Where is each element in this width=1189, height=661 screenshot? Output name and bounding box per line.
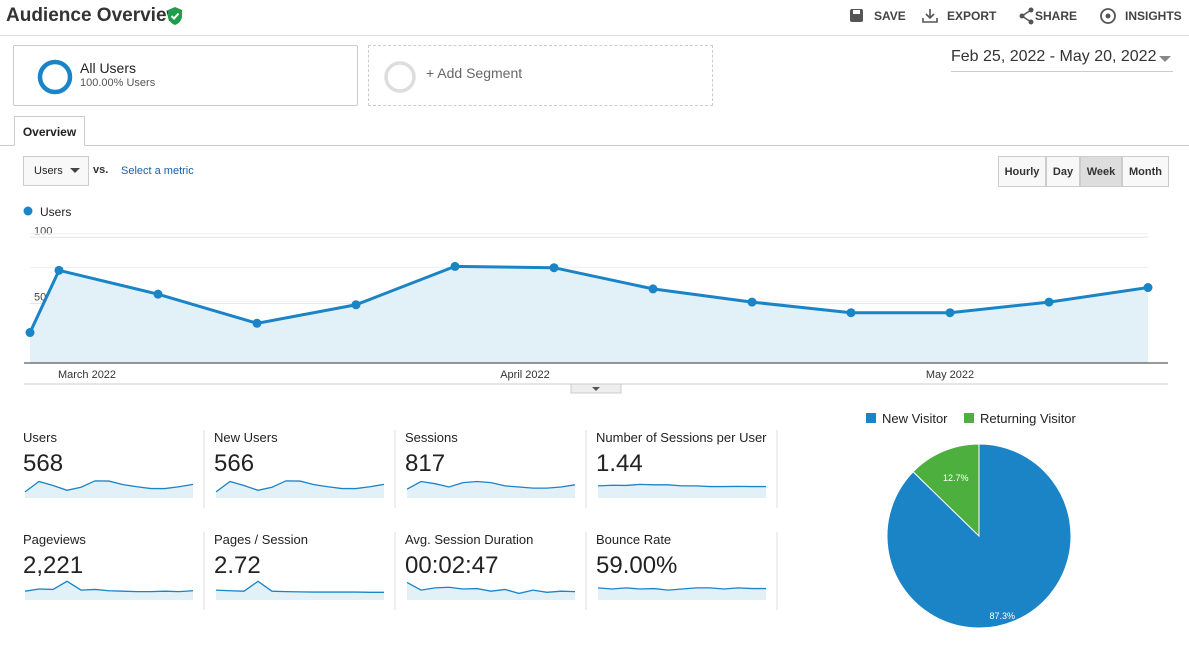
dropdown-caret	[70, 168, 80, 173]
metric-label: Sessions	[405, 430, 458, 445]
legend-label: Returning Visitor	[980, 411, 1077, 426]
sparkline-area	[407, 481, 575, 498]
slice-label: 12.7%	[943, 473, 969, 483]
period-button[interactable]: Week	[1080, 156, 1122, 187]
data-point	[846, 308, 856, 318]
sparkline	[597, 587, 766, 591]
date-caret	[1159, 56, 1171, 62]
metric-value: 2.72	[214, 552, 261, 579]
action-icons	[850, 7, 1116, 25]
sparkline	[597, 483, 766, 488]
sparkline-area	[598, 587, 766, 600]
metric-label: Users	[23, 430, 57, 445]
metric-value: 568	[23, 450, 64, 477]
y-tick-label: 50	[34, 291, 46, 303]
metric-value: 00:02:47	[405, 552, 499, 579]
sparkline-area	[216, 480, 384, 498]
sparkline-area	[598, 484, 766, 498]
metric-label: New Users	[214, 430, 278, 445]
data-point	[25, 328, 35, 338]
verified-icon	[168, 7, 182, 25]
x-tick-label: April 2022	[500, 369, 550, 381]
overview-tab[interactable]: Overview	[14, 116, 85, 146]
x-tick-label: May 2022	[926, 369, 974, 381]
share-button[interactable]: SHARE	[1035, 9, 1078, 23]
data-point	[747, 297, 757, 307]
save-button[interactable]: SAVE	[874, 9, 906, 23]
sparkline-area	[25, 480, 193, 498]
sparkline	[24, 480, 194, 493]
metric-value: 817	[405, 450, 446, 477]
data-point	[549, 263, 559, 273]
data-point	[1044, 297, 1054, 307]
segment-detail: 100.00% Users	[80, 77, 156, 89]
metric-value: 59.00%	[596, 552, 678, 579]
data-point	[252, 318, 262, 328]
legend-label: Users	[40, 205, 71, 219]
segment-name: All Users	[80, 60, 137, 76]
metric-label: Pages / Session	[214, 532, 308, 547]
segment-ring	[37, 59, 73, 95]
date-range[interactable]: Feb 25, 2022 - May 20, 2022	[951, 48, 1173, 72]
period-button[interactable]: Month	[1122, 156, 1169, 187]
sparkline	[406, 581, 576, 595]
add-segment[interactable]: + Add Segment	[426, 65, 523, 81]
x-tick-label: March 2022	[58, 369, 116, 381]
series-area	[30, 266, 1148, 363]
legend-swatch	[866, 413, 876, 423]
add-ring	[384, 61, 416, 93]
insights-button[interactable]: INSIGHTS	[1125, 9, 1182, 23]
metric-label: Number of Sessions per User	[596, 430, 767, 445]
top-bar	[0, 0, 1189, 36]
data-point	[648, 284, 658, 294]
metric-value: 2,221	[23, 552, 84, 579]
period-button[interactable]: Hourly	[998, 156, 1046, 187]
collapse-caret	[592, 387, 600, 391]
pie-slice	[886, 443, 1072, 629]
legend-swatch	[964, 413, 974, 423]
metric-dropdown[interactable]: Users	[23, 156, 89, 186]
data-point	[153, 289, 163, 299]
sparkline-area	[25, 581, 193, 600]
slice-label: 87.3%	[989, 611, 1015, 621]
period-button[interactable]: Day	[1046, 156, 1080, 187]
data-point	[450, 261, 460, 271]
legend-swatch	[23, 206, 33, 216]
metric-label: Avg. Session Duration	[405, 532, 534, 547]
sparkline	[406, 480, 576, 490]
tab-rule	[0, 145, 1189, 146]
legend-label: New Visitor	[882, 411, 948, 426]
data-point	[54, 265, 64, 275]
data-point	[945, 308, 955, 318]
metric-value: 1.44	[596, 450, 643, 477]
sparkline	[215, 480, 385, 493]
select-metric[interactable]: Select a metric	[121, 165, 194, 177]
data-point	[1143, 283, 1153, 293]
sparkline-area	[216, 581, 384, 600]
add-segment-card[interactable]	[368, 45, 713, 106]
page-title: Audience Overview	[6, 5, 182, 26]
metric-label: Bounce Rate	[596, 532, 672, 547]
sparkline	[215, 580, 384, 593]
y-tick-label: 100	[34, 225, 52, 237]
metric-value: 566	[214, 450, 255, 477]
metric-label: Pageviews	[23, 532, 86, 547]
data-point	[351, 300, 361, 310]
export-button[interactable]: EXPORT	[947, 9, 997, 23]
sparkline	[24, 580, 194, 593]
pie-slice	[912, 443, 980, 538]
vs-label: vs.	[93, 164, 109, 176]
